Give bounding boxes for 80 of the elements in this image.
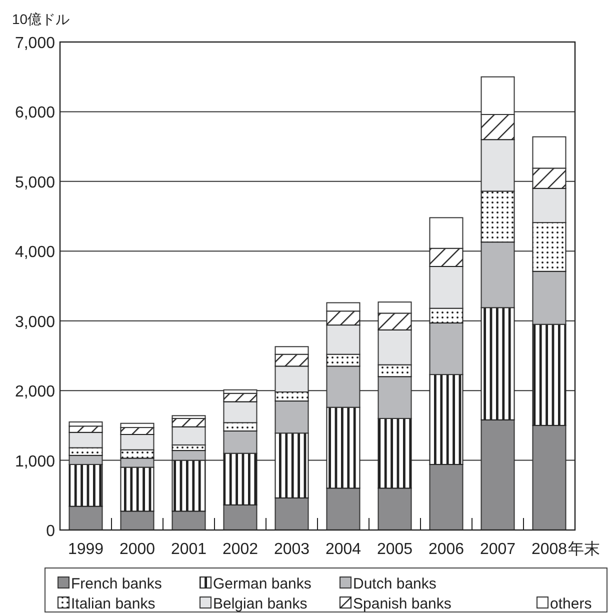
x-tick-label: 2006 [428,541,464,558]
bar [172,418,206,428]
y-tick-label: 3,000 [14,314,56,331]
bar [429,217,464,249]
x-tick-label: 2003 [274,541,310,558]
bar [274,400,309,434]
bar [172,510,206,530]
bar [326,488,360,530]
bar [68,447,103,456]
bar [223,422,258,432]
bar [378,302,412,314]
bar [274,346,309,355]
bar [68,506,103,530]
legend-label: Spanish banks [353,596,452,612]
bar [172,460,206,512]
bar [68,464,103,507]
x-tick-label: 2007 [480,541,516,558]
bar [223,504,258,530]
y-tick-label: 1,000 [14,453,56,470]
bar [429,464,464,530]
bar [532,222,566,272]
bar [378,364,412,378]
bar [326,406,360,489]
bar [480,190,515,243]
bar [326,354,360,367]
y-tick-label: 6,000 [14,104,56,122]
bar [326,302,360,312]
bar [274,354,309,367]
bar [68,421,103,427]
bar [378,418,412,489]
bar [378,329,412,366]
legend-label: others [550,596,592,612]
x-tick-label: 2004 [325,541,362,558]
bar [429,308,464,324]
x-axis-title: 年末 [568,540,600,558]
bar [532,324,566,426]
bar [480,114,515,140]
legend-label: Belgian banks [213,596,308,612]
bar [274,432,309,498]
bar [68,426,103,433]
bar [68,432,103,448]
x-tick-label: 2008 [531,541,568,558]
x-tick-label: 2005 [376,541,413,558]
y-tick-label: 7,000 [14,35,56,52]
bar [120,510,154,530]
y-tick-label: 4,000 [14,244,56,262]
x-tick-label: 2002 [222,541,258,558]
bar [172,426,206,446]
x-tick-label: 2001 [170,541,207,558]
bar [326,310,360,326]
bar [378,488,412,530]
bar [429,266,464,309]
bar [326,324,360,355]
legend-label: Dutch banks [353,576,436,592]
bar [532,136,566,169]
bar [274,497,309,530]
bar [274,391,309,402]
bar [429,248,464,267]
y-axis-title: 10億ドル [12,11,70,27]
legend-label: French banks [71,576,162,592]
bar [480,307,515,420]
bar [532,188,566,224]
bar [172,415,206,419]
legend-label: German banks [213,576,312,592]
bar [223,401,258,424]
y-tick-label: 0 [46,523,56,540]
bar [120,434,154,450]
bar [223,452,258,506]
bar [429,374,464,465]
bar [223,430,258,454]
bar [378,312,412,330]
bar [120,422,154,428]
x-tick-label: 2000 [119,541,156,558]
bar [532,168,566,189]
bar [120,466,154,512]
x-tick-label: 1999 [68,541,104,558]
bar [429,322,464,376]
y-tick-label: 2,000 [14,384,56,401]
y-tick-label: 5,000 [14,174,56,192]
legend-label: Italian banks [71,596,156,612]
